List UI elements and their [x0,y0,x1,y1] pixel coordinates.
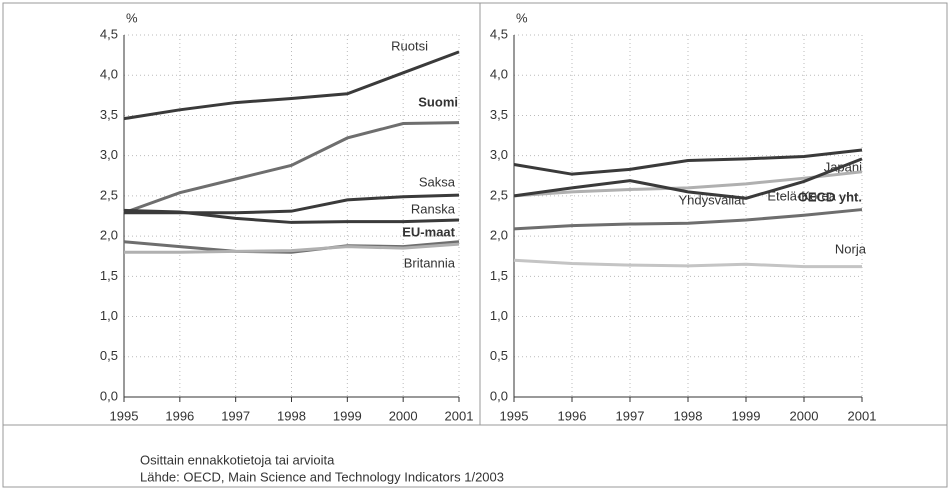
y-tick-label: 3,0 [100,147,118,162]
y-tick-label: 3,0 [490,147,508,162]
line [123,121,460,215]
y-tick-label: 2,0 [490,228,508,243]
line [123,50,460,121]
x-tick-label: 2001 [445,408,474,423]
line [513,148,863,176]
series-label: EU-maat [402,224,455,239]
y-tick-label: 1,0 [490,308,508,323]
line [124,242,460,254]
line [513,258,862,269]
y-tick-label: 0,0 [490,388,508,403]
line [123,208,460,224]
x-tick-label: 1999 [732,408,761,423]
y-tick-label: 2,0 [100,228,118,243]
x-tick-label: 1995 [110,408,139,423]
frame [2,2,948,488]
x-tick-label: 2001 [848,408,877,423]
y-tick-label: 0,5 [100,348,118,363]
x-tick-label: 1998 [277,408,306,423]
x-tick-label: 2000 [389,408,418,423]
y-tick-label: 1,5 [490,268,508,283]
y-tick-label: 4,0 [100,67,118,82]
series-label: Suomi [418,94,458,109]
x-tick-label: 2000 [790,408,819,423]
x-tick-label: 1995 [500,408,529,423]
y-tick-label: 4,5 [490,26,508,41]
line [513,170,863,198]
series-label: Ruotsi [391,38,428,53]
series-label: Etelä-Korea [767,188,836,203]
y-tick-label: 2,5 [490,187,508,202]
line [123,240,460,254]
y-tick-label: 4,0 [490,67,508,82]
series-label: Saksa [419,174,456,189]
y-tick-label: 0,0 [100,388,118,403]
x-tick-label: 1999 [333,408,362,423]
y-tick-label: 4,5 [100,26,118,41]
y-tick-label: 1,0 [100,308,118,323]
x-tick-label: 1996 [558,408,587,423]
y-axis-label: % [126,10,138,25]
x-tick-label: 1997 [616,408,645,423]
x-tick-label: 1996 [165,408,194,423]
y-axis-label: % [516,10,528,25]
y-tick-label: 3,5 [490,107,508,122]
series-label: OECD yht. [798,189,862,204]
y-tick-label: 2,5 [100,187,118,202]
y-tick-label: 1,5 [100,268,118,283]
line [513,157,863,200]
note: Osittain ennakkotietoja tai arvioita [140,452,335,467]
note: Lähde: OECD, Main Science and Technology… [140,469,504,484]
y-tick-label: 0,5 [490,348,508,363]
line [513,208,863,231]
x-tick-label: 1998 [674,408,703,423]
series-label: Ranska [411,201,456,216]
series-label: Norja [835,241,867,256]
y-tick-label: 3,5 [100,107,118,122]
x-tick-label: 1997 [221,408,250,423]
series-label: Britannia [404,255,456,270]
